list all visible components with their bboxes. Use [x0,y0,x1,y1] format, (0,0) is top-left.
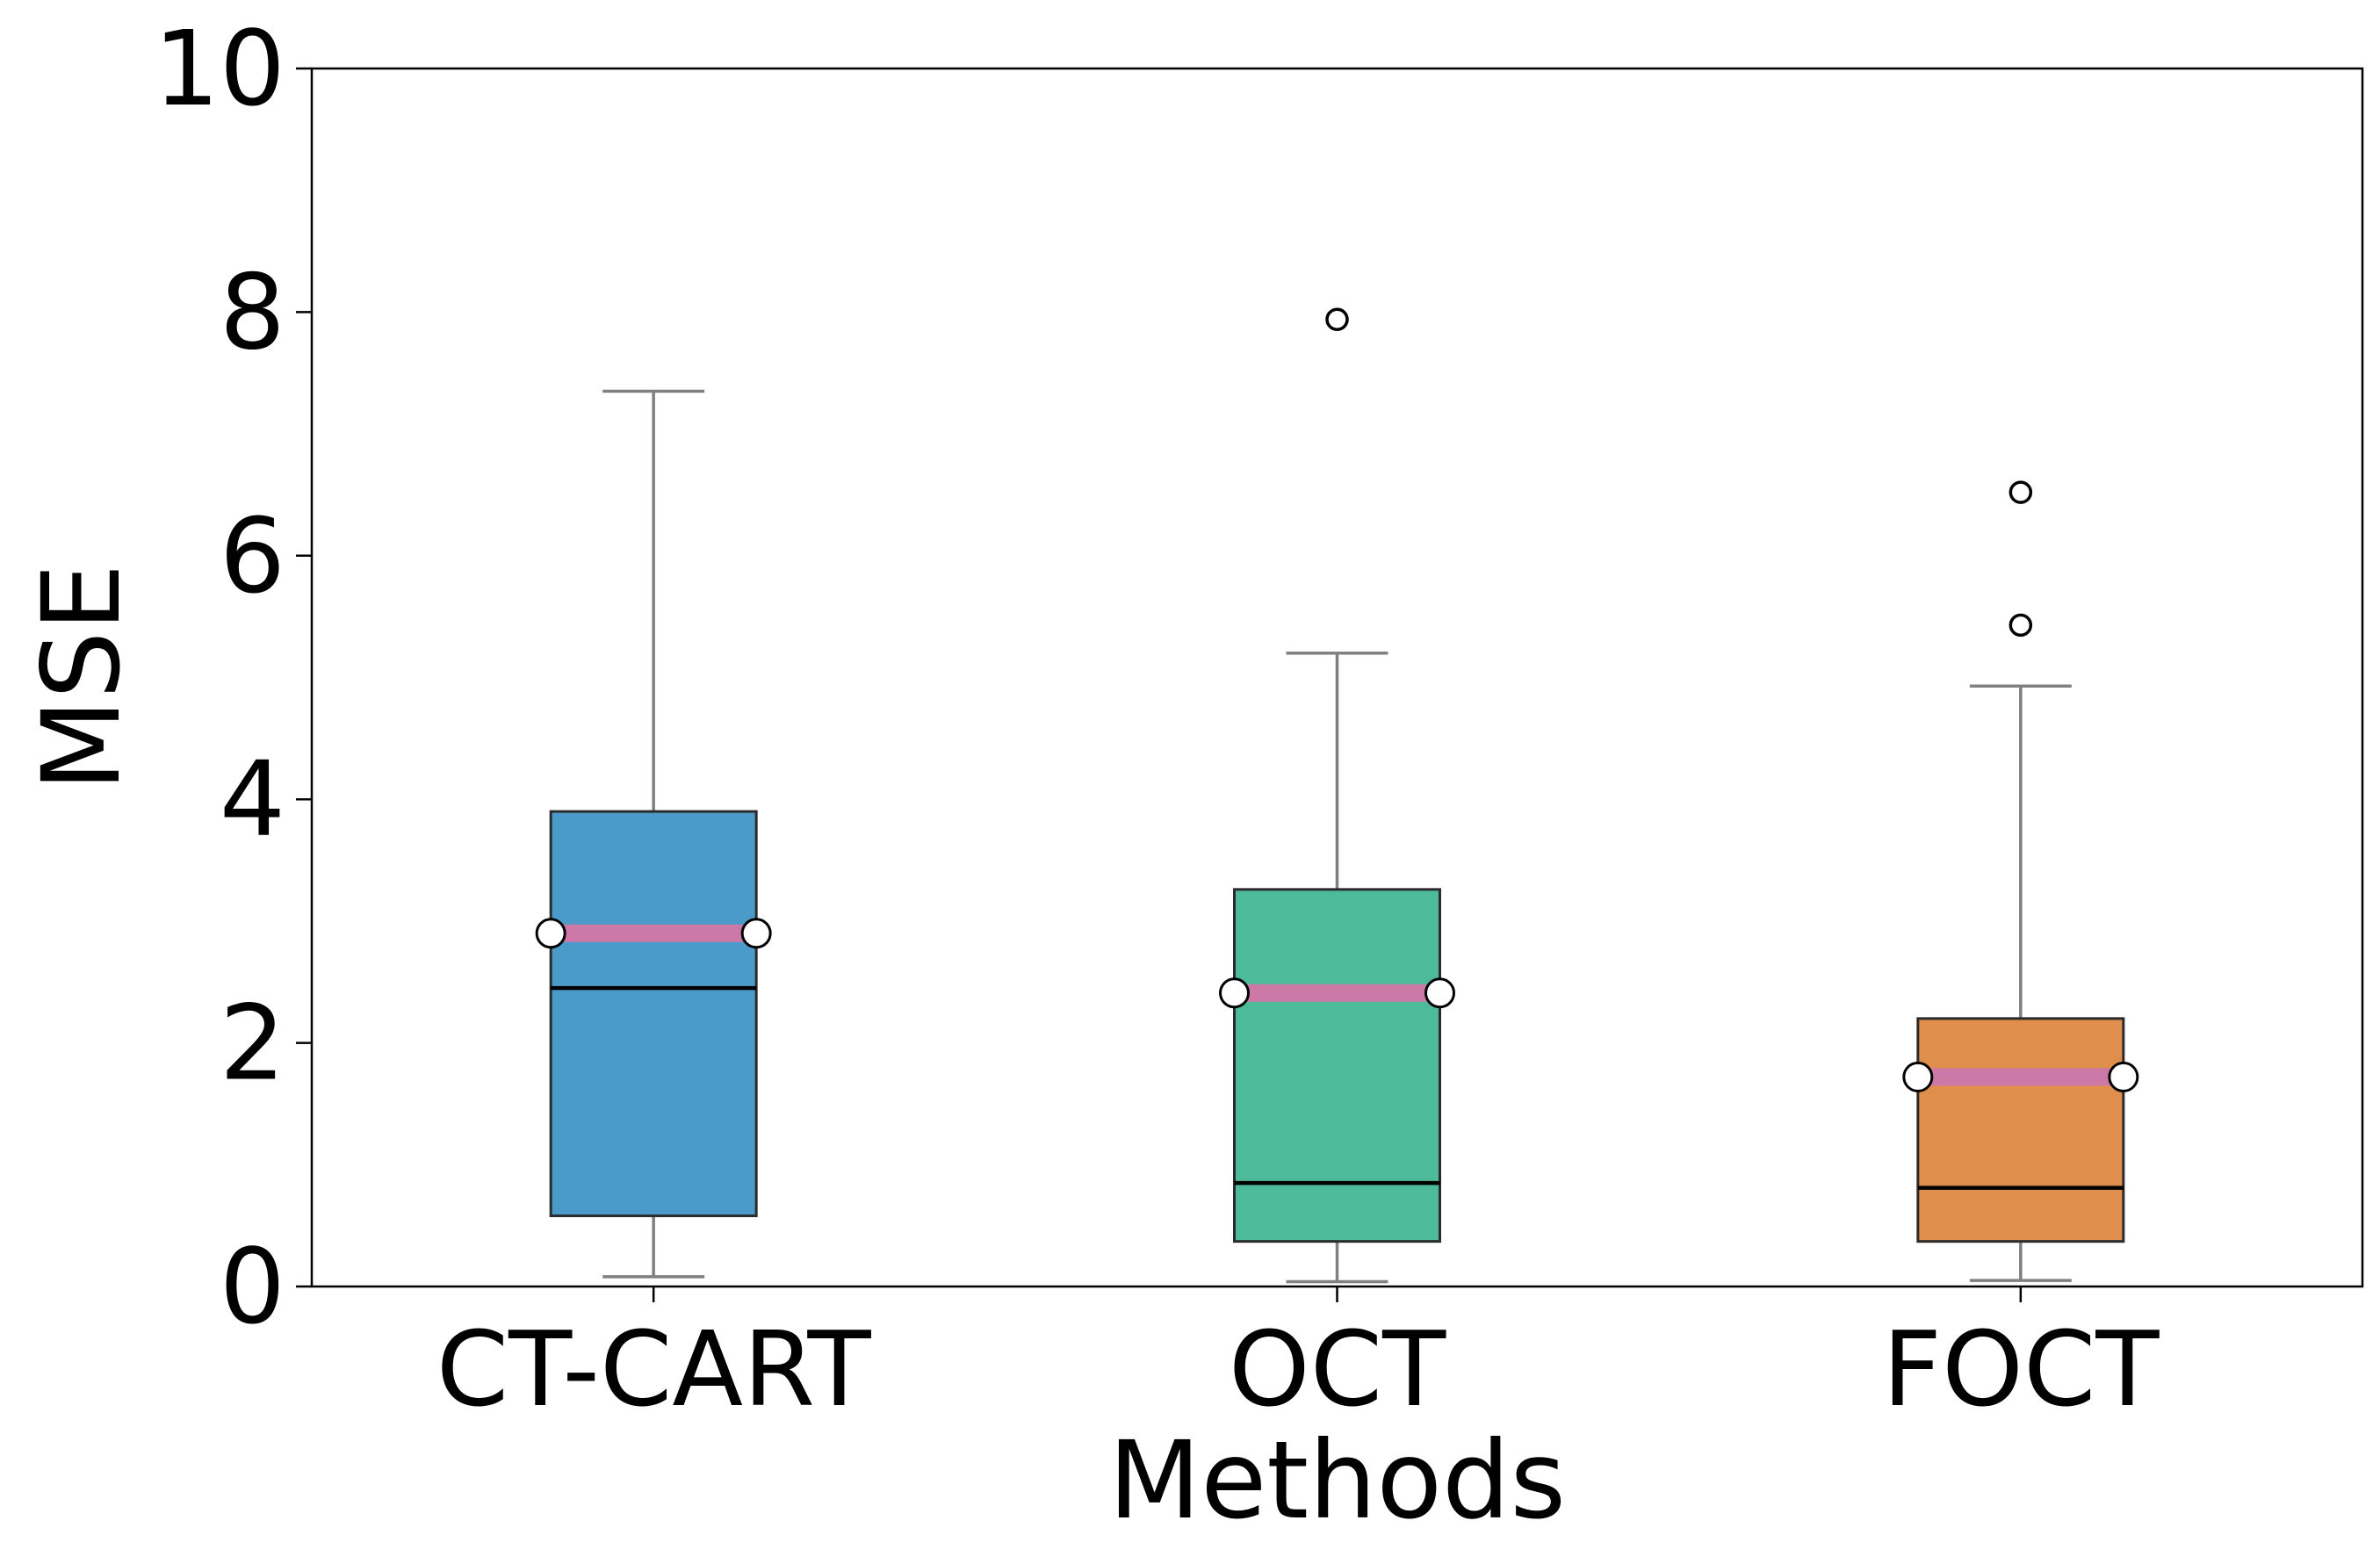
y-tick-label: 2 [220,983,285,1104]
outlier-point [2009,480,2033,504]
mean-marker-right [740,918,772,949]
y-axis-title: MSE [19,564,144,792]
box-group-ct-cart [535,389,772,1279]
iqr-box [1916,1017,2125,1243]
mean-marker-right [2108,1061,2139,1092]
box-group-foct [1902,480,2139,1282]
outlier-point [2009,613,2033,638]
x-tick-label: FOCT [1882,1308,2160,1430]
y-tick-label: 6 [220,495,285,616]
iqr-box [1233,888,1441,1243]
mean-marker-left [535,918,566,949]
mean-marker-right [1424,977,1455,1009]
mean-marker-left [1219,977,1250,1009]
y-tick-label: 4 [220,739,285,860]
plot-area [535,307,2139,1284]
y-tick-label: 10 [154,8,285,129]
x-tick-label: OCT [1229,1308,1446,1430]
y-axis-ticks: 0 2 4 6 8 10 [154,8,312,1347]
x-axis-title: Methods [1108,1418,1566,1543]
x-axis-ticks: CT-CART OCT FOCT [436,1287,2160,1430]
y-tick-label: 0 [220,1226,285,1347]
mean-marker-left [1902,1061,1934,1092]
x-tick-label: CT-CART [436,1308,872,1430]
iqr-box [549,810,758,1218]
box-group-oct [1219,307,1455,1284]
outlier-point [1325,307,1349,331]
y-tick-label: 8 [220,251,285,372]
